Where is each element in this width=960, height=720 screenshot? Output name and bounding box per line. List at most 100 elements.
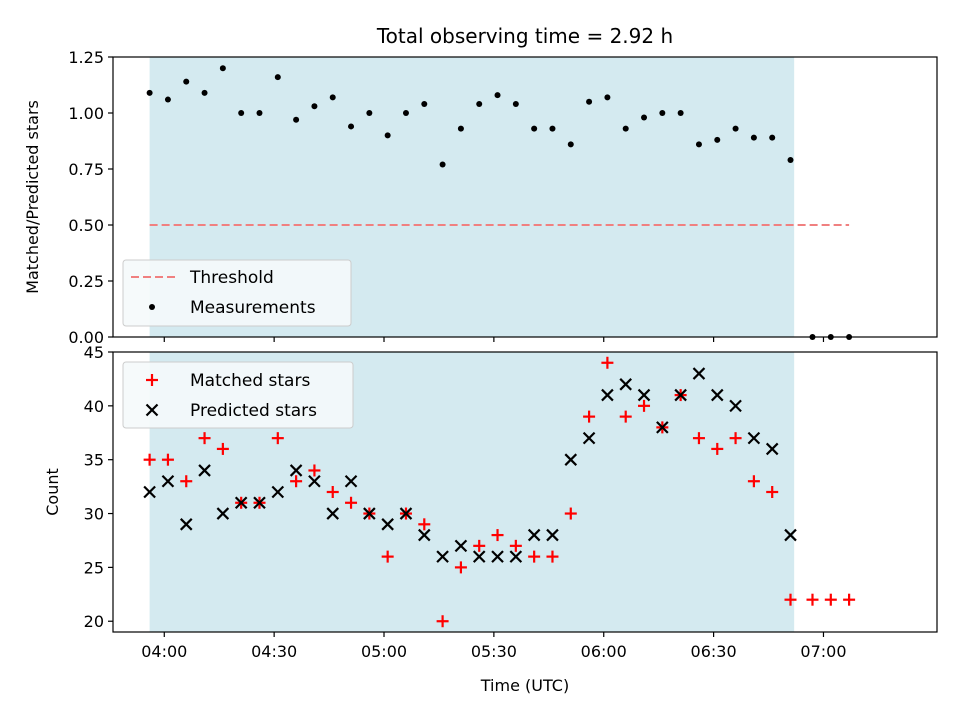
matched-star-point xyxy=(345,496,358,509)
measurement-point xyxy=(421,101,428,108)
bottom-y-tick-label: 40 xyxy=(84,397,104,416)
predicted-star-point xyxy=(344,474,358,488)
matched-star-point xyxy=(824,593,837,606)
predicted-star-point xyxy=(784,528,797,542)
measurement-point xyxy=(293,116,300,123)
measurement-points xyxy=(146,65,853,340)
matched-star-point xyxy=(161,453,174,466)
predicted-star-point xyxy=(747,431,761,445)
predicted-star-point xyxy=(692,367,706,380)
predicted-star-point xyxy=(216,507,230,520)
measurement-point xyxy=(494,92,501,99)
predicted-star-point xyxy=(637,388,651,402)
matched-star-point xyxy=(747,475,760,488)
bottom-y-tick-label: 35 xyxy=(84,451,104,470)
measurement-point xyxy=(256,110,263,116)
matched-star-point xyxy=(583,410,596,423)
matched-star-point xyxy=(692,432,705,445)
predicted-star-point xyxy=(289,464,303,477)
predicted-star-point xyxy=(253,496,266,510)
top-y-tick-label: 1.25 xyxy=(68,48,104,67)
matched-star-point xyxy=(638,399,651,412)
predicted-star-point xyxy=(198,464,211,477)
predicted-star-point xyxy=(326,507,340,520)
measurement-point xyxy=(659,110,666,116)
matched-star-point xyxy=(843,593,856,606)
matched-star-point xyxy=(271,432,284,445)
matched-star-point xyxy=(290,475,303,488)
top-axes-frame xyxy=(112,56,938,338)
matched-star-point xyxy=(806,593,819,606)
measurement-point xyxy=(641,114,648,121)
bottom-panel: 20 25 30 35 40 45 04:00 04:30 05:00 05:30 06:00 06:… xyxy=(43,343,938,695)
matched-star-point xyxy=(564,507,577,520)
measurement-point xyxy=(695,141,702,148)
matched-star-point xyxy=(326,486,339,498)
top-legend: Threshold Measurements xyxy=(122,259,352,327)
measurement-point xyxy=(622,125,629,132)
bottom-axes-frame xyxy=(112,351,938,633)
matched-star-point xyxy=(528,550,541,563)
chart-title: Total observing time = 2.92 h xyxy=(376,24,673,48)
measurement-point xyxy=(439,161,446,168)
predicted-stars-points xyxy=(143,367,797,563)
matched-star-point xyxy=(198,432,211,445)
measurement-point xyxy=(384,132,391,139)
matched-star-point xyxy=(143,453,156,466)
x-axis-title: Time (UTC) xyxy=(480,676,569,695)
measurement-point xyxy=(531,125,538,132)
matched-star-point xyxy=(454,561,467,574)
bottom-x-tick-label: 06:00 xyxy=(581,642,627,661)
predicted-star-point xyxy=(418,528,431,542)
matched-star-point xyxy=(784,593,797,606)
matched-star-point xyxy=(601,356,614,369)
predicted-star-point xyxy=(619,378,632,391)
predicted-star-point xyxy=(436,550,449,563)
predicted-star-point xyxy=(271,485,285,499)
legend-measurements-swatch xyxy=(149,304,155,310)
matched-star-point xyxy=(473,539,486,552)
matched-star-point xyxy=(381,550,394,563)
bottom-x-tick-label: 07:00 xyxy=(800,642,846,661)
matched-star-point xyxy=(619,410,632,423)
predicted-star-point xyxy=(399,507,413,520)
legend-predicted-marker xyxy=(145,403,159,417)
top-y-tick-label: 0.00 xyxy=(68,328,104,347)
measurement-point xyxy=(677,110,684,116)
matched-star-point xyxy=(546,550,559,563)
predicted-star-point xyxy=(509,550,523,563)
bottom-x-tick-label: 04:30 xyxy=(251,642,297,661)
bottom-x-tick-label: 06:30 xyxy=(691,642,737,661)
bottom-y-tick-label: 45 xyxy=(84,343,104,362)
legend-predicted-label: Predicted stars xyxy=(190,401,317,421)
predicted-star-point xyxy=(710,388,724,402)
predicted-star-point xyxy=(546,528,559,542)
predicted-star-point xyxy=(363,507,376,520)
predicted-star-point xyxy=(656,421,669,434)
predicted-star-point xyxy=(472,550,486,563)
measurement-point xyxy=(476,101,483,108)
bottom-y-tick-label: 20 xyxy=(84,612,104,631)
bottom-y-tick-label: 30 xyxy=(84,505,104,524)
predicted-star-point xyxy=(564,453,578,466)
measurement-point xyxy=(586,98,593,105)
measurement-point xyxy=(348,123,355,130)
legend-matched-label: Matched stars xyxy=(190,371,310,391)
bottom-y-axis-title: Count xyxy=(43,468,62,516)
matched-star-point xyxy=(418,518,431,531)
measurement-point xyxy=(769,134,776,141)
matched-stars-points xyxy=(143,356,856,628)
legend-matched-swatch xyxy=(146,374,158,386)
matched-star-point xyxy=(711,442,724,455)
matched-star-point xyxy=(509,539,522,552)
predicted-star-point xyxy=(454,539,468,553)
matched-star-point xyxy=(308,464,321,477)
legend-threshold-label: Threshold xyxy=(189,268,274,288)
top-y-tick-label: 1.00 xyxy=(68,104,104,123)
measurement-point xyxy=(329,94,336,101)
predicted-star-point xyxy=(527,528,541,542)
top-legend-box xyxy=(122,259,352,327)
predicted-star-point xyxy=(729,399,742,413)
legend-predicted-swatch xyxy=(145,403,159,417)
measurement-point xyxy=(402,110,409,116)
